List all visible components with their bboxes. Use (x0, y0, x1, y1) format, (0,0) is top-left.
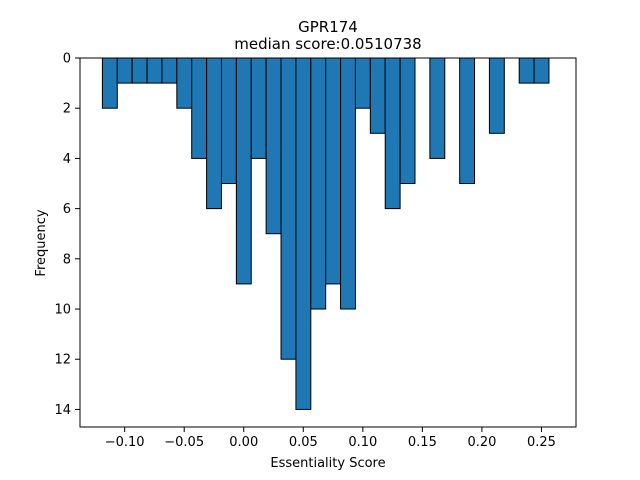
histogram-bar-11 (265, 57, 282, 235)
y-tick-label: 4 (63, 152, 71, 167)
x-axis-ticks: −0.10 −0.05 0.00 0.05 0.10 0.15 0.20 0.25 (105, 427, 556, 450)
histogram-bar-25 (533, 57, 550, 84)
x-tick-label: −0.10 (105, 435, 145, 450)
histogram-bar-21 (429, 57, 446, 159)
histogram-bar-12 (280, 57, 297, 360)
histogram-bar-14 (310, 57, 327, 310)
y-tick-label: 6 (63, 202, 71, 217)
histogram-bar-0 (101, 57, 118, 109)
y-axis-ticks: 0 2 4 6 8 10 12 14 (54, 52, 80, 418)
histogram-bar-9 (235, 57, 252, 285)
x-tick-label: 0.00 (229, 435, 258, 450)
histogram-bar-22 (459, 57, 476, 185)
y-axis-label: Frequency (34, 209, 49, 276)
x-tick-label: 0.15 (408, 435, 437, 450)
chart-title: GPR174 (298, 18, 358, 36)
histogram-bar-16 (340, 57, 356, 310)
histogram-bar-1 (116, 57, 133, 84)
histogram-bar-8 (220, 57, 237, 185)
histogram-bar-5 (176, 57, 193, 109)
x-tick-label: 0.25 (527, 435, 556, 450)
histogram-bar-19 (384, 57, 401, 210)
y-tick-label: 2 (63, 102, 71, 117)
histogram-bar-20 (399, 57, 416, 185)
histogram-bar-4 (161, 57, 178, 84)
x-tick-label: 0.20 (467, 435, 496, 450)
histogram-bar-10 (250, 57, 267, 159)
y-tick-label: 14 (54, 403, 71, 418)
histogram-bar-18 (369, 57, 386, 134)
y-tick-label: 12 (54, 353, 71, 368)
plot-frame (79, 57, 577, 428)
x-tick-label: 0.05 (289, 435, 318, 450)
histogram-bars (101, 57, 550, 410)
histogram-bar-7 (206, 57, 222, 210)
histogram-bar-17 (354, 57, 371, 109)
y-tick-label: 10 (54, 303, 71, 318)
histogram-bar-6 (191, 57, 208, 159)
x-tick-label: 0.10 (348, 435, 377, 450)
histogram-bar-15 (325, 57, 342, 285)
histogram-bar-2 (131, 57, 148, 84)
y-tick-label: 0 (63, 52, 71, 67)
x-tick-label: −0.05 (164, 435, 204, 450)
histogram-bar-3 (146, 57, 163, 84)
x-axis-label: Essentiality Score (270, 456, 385, 471)
histogram-bar-24 (518, 57, 535, 84)
histogram-bar-23 (488, 57, 505, 134)
y-tick-label: 8 (63, 252, 71, 267)
histogram-bar-13 (295, 57, 312, 410)
chart-subtitle: median score:0.0510738 (234, 35, 421, 53)
